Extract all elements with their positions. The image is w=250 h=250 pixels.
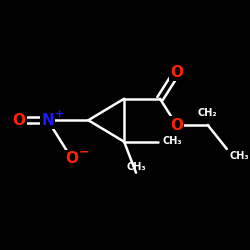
Text: CH₃: CH₃ <box>162 136 182 145</box>
Text: O: O <box>170 65 183 80</box>
Text: CH₃: CH₃ <box>126 162 146 172</box>
Text: −: − <box>78 146 89 159</box>
Text: O: O <box>170 118 183 132</box>
Text: +: + <box>55 109 64 119</box>
Text: CH₂: CH₂ <box>198 108 218 118</box>
Text: CH₃: CH₃ <box>229 151 249 161</box>
Text: O: O <box>12 113 26 128</box>
Text: O: O <box>65 151 78 166</box>
Text: N: N <box>41 113 54 128</box>
